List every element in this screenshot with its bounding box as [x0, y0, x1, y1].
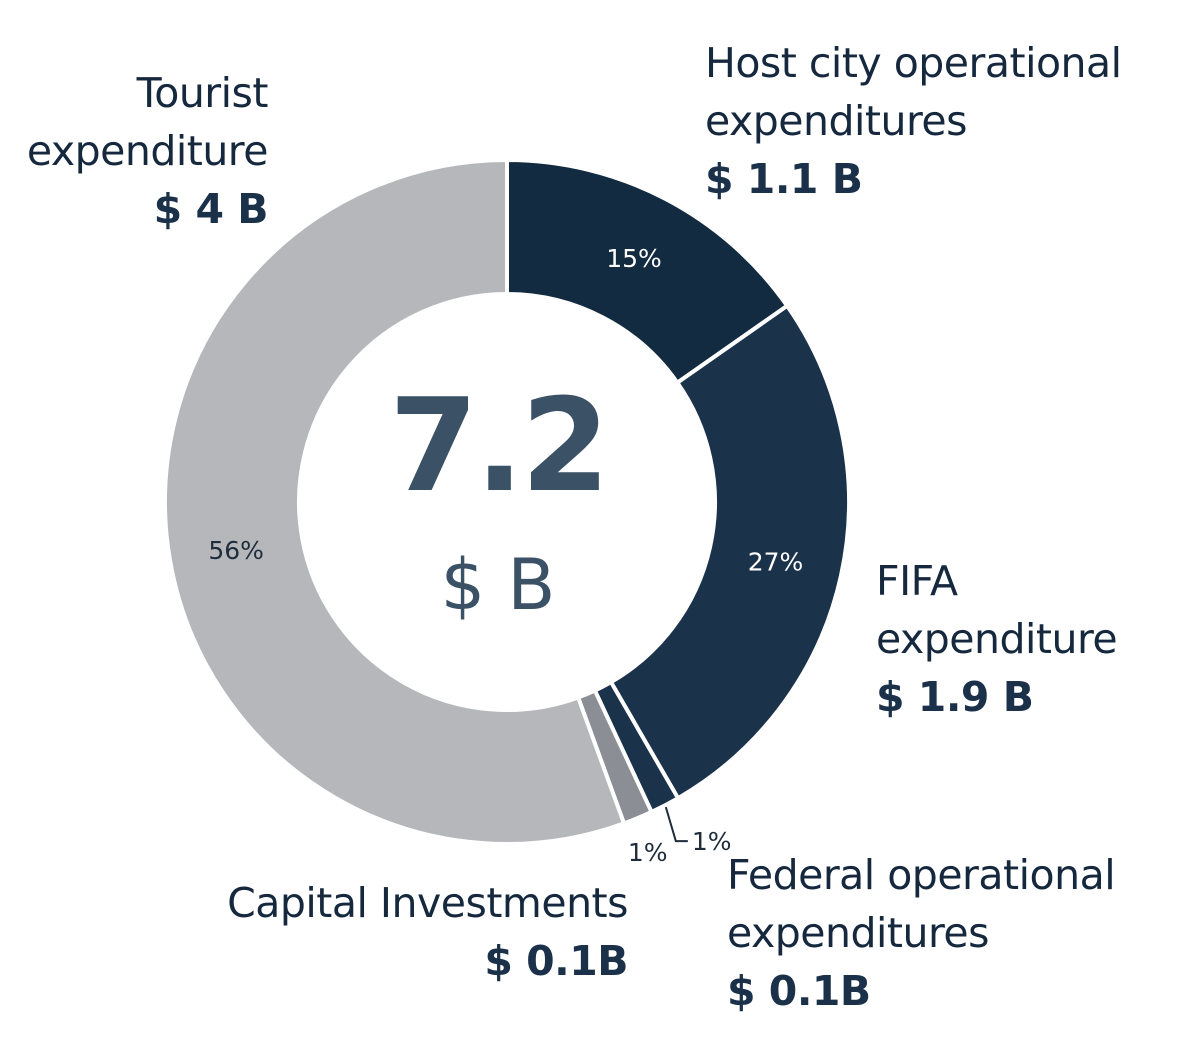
- center-total: 7.2: [389, 372, 610, 521]
- leader-line-federal: [664, 806, 688, 843]
- slice-amount-host-city: $ 1.1 B: [705, 155, 863, 203]
- label-fifa-expenditure: FIFA expenditure $ 1.9 B: [876, 552, 1176, 726]
- percent-label-capital: 1%: [628, 838, 668, 867]
- slice-amount-capital: $ 0.1B: [484, 937, 628, 985]
- donut-slice-host-city: [505, 157, 790, 386]
- label-federal-operational: Federal operational expenditures $ 0.1B: [727, 846, 1187, 1020]
- slice-name-host-city: Host city operational expenditures: [705, 39, 1122, 145]
- slice-amount-federal: $ 0.1B: [727, 967, 871, 1015]
- percent-label-fifa: 27%: [748, 548, 804, 577]
- slice-name-federal: Federal operational expenditures: [727, 851, 1116, 957]
- percent-label-tourist: 56%: [208, 536, 264, 565]
- slice-name-capital: Capital Investments: [227, 879, 628, 927]
- percent-label-host-city: 15%: [606, 244, 662, 273]
- donut-slice-fifa: [608, 303, 851, 801]
- label-capital-investments: Capital Investments $ 0.1B: [168, 874, 628, 990]
- label-tourist-expenditure: Tourist expenditure $ 4 B: [0, 64, 269, 238]
- slice-amount-tourist: $ 4 B: [153, 185, 269, 233]
- slice-amount-fifa: $ 1.9 B: [876, 673, 1034, 721]
- slice-name-fifa: FIFA expenditure: [876, 557, 1118, 663]
- label-host-city-operational: Host city operational expenditures $ 1.1…: [705, 34, 1165, 208]
- donut-slice-tourist: [163, 157, 627, 846]
- slice-name-tourist: Tourist expenditure: [26, 69, 269, 175]
- percent-label-federal: 1%: [692, 827, 732, 856]
- center-unit: $ B: [440, 544, 556, 626]
